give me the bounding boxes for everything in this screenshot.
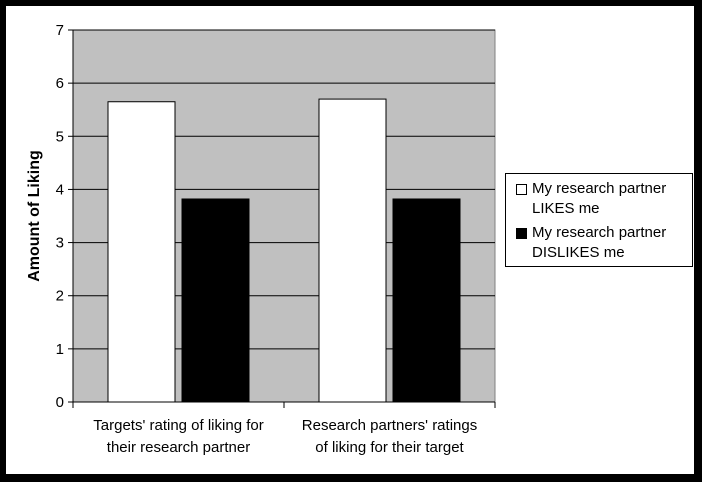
y-tick-label: 1 xyxy=(56,341,64,358)
y-tick-label: 3 xyxy=(56,235,64,252)
chart-frame: 0 1 2 3 4 5 6 7 Targets' rating of liking for the… xyxy=(6,6,694,474)
bar-likes-0 xyxy=(107,101,176,403)
x-category-label: Targets' rating of liking for xyxy=(93,417,263,434)
legend-label-dislikes-line1: My research partner xyxy=(532,224,667,241)
y-tick-label: 7 xyxy=(56,22,64,39)
bar-dislikes-0 xyxy=(181,198,250,403)
legend-swatch-dislikes xyxy=(516,228,527,239)
y-tick-label: 2 xyxy=(56,288,64,305)
x-category-label: their research partner xyxy=(107,439,250,456)
y-tick-label: 4 xyxy=(56,181,64,198)
legend: My research partner LIKES me My research… xyxy=(505,173,693,267)
legend-label-likes-line1: My research partner xyxy=(532,180,667,197)
axes: 0 1 2 3 4 5 6 7 Targets' rating of liking for the… xyxy=(56,22,496,456)
legend-label-dislikes-line2: DISLIKES me xyxy=(532,244,625,261)
bar-chart: 0 1 2 3 4 5 6 7 Targets' rating of liking for the… xyxy=(26,22,496,456)
legend-label-likes-line2: LIKES me xyxy=(532,200,600,217)
bar-dislikes-1 xyxy=(392,198,461,403)
bars xyxy=(107,98,461,403)
y-axis-label: Amount of Liking xyxy=(26,150,43,282)
x-category-label: of liking for their target xyxy=(315,439,464,456)
legend-swatch-likes xyxy=(516,184,527,195)
y-tick-label: 6 xyxy=(56,75,64,92)
y-tick-label: 0 xyxy=(56,394,64,411)
y-tick-label: 5 xyxy=(56,128,64,145)
x-category-label: Research partners' ratings xyxy=(302,417,477,434)
bar-likes-1 xyxy=(318,98,387,403)
